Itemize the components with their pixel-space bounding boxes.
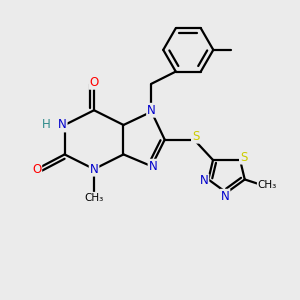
Text: CH₃: CH₃: [84, 193, 104, 203]
Text: N: N: [221, 190, 230, 203]
Text: H: H: [42, 118, 51, 131]
Text: N: N: [148, 160, 157, 173]
Text: N: N: [200, 174, 208, 188]
Text: S: S: [192, 130, 199, 143]
Text: S: S: [240, 151, 247, 164]
Text: CH₃: CH₃: [258, 180, 277, 190]
Text: N: N: [147, 104, 156, 117]
Text: N: N: [58, 118, 67, 131]
Text: N: N: [90, 163, 98, 176]
Text: O: O: [89, 76, 99, 89]
Text: O: O: [32, 163, 41, 176]
